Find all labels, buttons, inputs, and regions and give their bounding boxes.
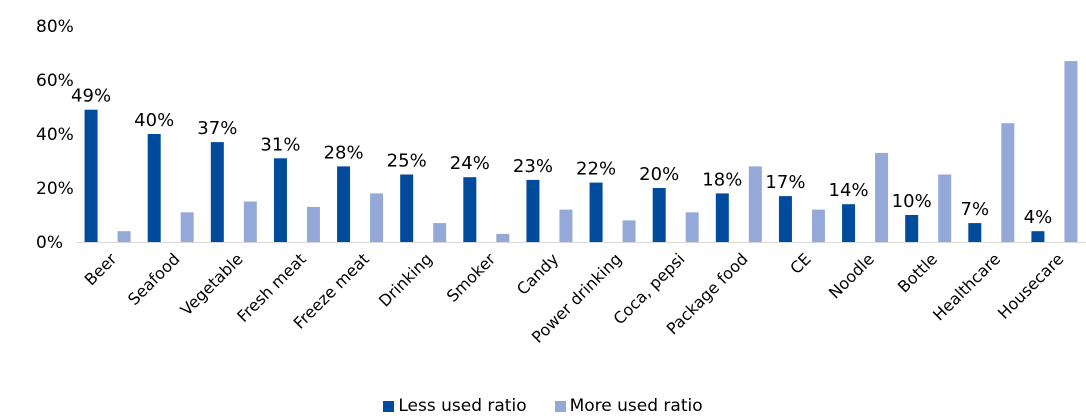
bar-more-used <box>938 174 952 242</box>
bar-more-used <box>180 212 194 242</box>
bar-more-used <box>1001 123 1015 242</box>
bar-more-used <box>685 212 699 242</box>
bar-less-used <box>147 134 161 242</box>
legend-swatch-more-used <box>554 400 566 412</box>
data-label: 22% <box>576 159 616 180</box>
data-label: 40% <box>134 110 174 131</box>
data-label: 28% <box>324 142 364 163</box>
legend-label-less-used: Less used ratio <box>398 396 527 416</box>
bar-less-used <box>842 204 856 242</box>
x-tick-label: Housecare <box>994 249 1067 322</box>
bar-less-used <box>778 196 792 242</box>
x-tick-label: Candy <box>513 249 562 298</box>
bar-less-used <box>1031 231 1045 242</box>
bar-less-used <box>273 158 287 242</box>
bar-less-used <box>337 166 351 242</box>
x-tick-label: CE <box>786 249 814 277</box>
data-labels: 49% 40% 37% 31% 28% 25% 24% 23% 22% 20% 18% 17% 14% 1… <box>71 86 1052 229</box>
bar-more-used <box>496 233 510 242</box>
bar-more-used <box>622 220 636 242</box>
bar-more-used <box>306 206 320 242</box>
data-label: 24% <box>450 153 490 174</box>
data-label: 10% <box>892 191 932 212</box>
legend-label-more-used: More used ratio <box>569 396 703 416</box>
bar-less-used <box>589 182 603 242</box>
x-tick-label: Bottle <box>894 249 941 296</box>
bar-more-used <box>811 209 825 242</box>
x-tick-label: Healthcare <box>929 249 1004 324</box>
legend: Less used ratio More used ratio <box>0 396 1086 416</box>
data-label: 20% <box>639 164 679 185</box>
x-tick-label: Drinking <box>375 249 436 310</box>
bar-less-used <box>968 223 982 242</box>
bar-less-used <box>210 142 224 242</box>
bar-more-used <box>370 193 384 242</box>
data-label: 37% <box>197 118 237 139</box>
data-label: 7% <box>961 199 990 220</box>
bar-less-used <box>84 109 98 242</box>
bar-more-used <box>243 201 257 242</box>
y-axis: 0% 20% 40% 60% 80% <box>36 17 1086 253</box>
bar-less-used <box>652 188 666 242</box>
bars <box>84 61 1078 242</box>
bar-more-used <box>117 231 131 242</box>
data-label: 18% <box>702 169 742 190</box>
data-label: 23% <box>513 156 553 177</box>
x-tick-label: Beer <box>81 249 121 289</box>
y-tick-label: 0% <box>36 233 63 253</box>
bar-less-used <box>463 177 477 242</box>
bar-less-used <box>905 215 919 242</box>
bar-more-used <box>748 166 762 242</box>
legend-swatch-less-used <box>383 400 395 412</box>
bar-less-used <box>526 179 540 242</box>
bar-more-used <box>433 223 447 242</box>
x-tick-label: Smoker <box>443 249 500 306</box>
legend-item-less-used: Less used ratio <box>383 396 527 416</box>
bar-chart: 0% 20% 40% 60% 80% 49% 40% 37% 31% 28% 25% 24% 23% 2… <box>36 17 1086 347</box>
data-label: 49% <box>71 86 111 107</box>
data-label: 4% <box>1024 207 1053 228</box>
x-tick-label: Seafood <box>124 249 184 309</box>
bar-more-used <box>559 209 573 242</box>
bar-less-used <box>400 174 414 242</box>
bar-less-used <box>715 193 729 242</box>
y-tick-label: 20% <box>36 179 74 199</box>
y-tick-label: 60% <box>36 71 74 91</box>
data-label: 14% <box>829 180 869 201</box>
data-label: 31% <box>260 134 300 155</box>
y-tick-label: 80% <box>36 17 74 37</box>
bar-more-used <box>1064 61 1078 242</box>
bar-more-used <box>875 152 889 242</box>
y-tick-label: 40% <box>36 125 74 145</box>
legend-item-more-used: More used ratio <box>554 396 703 416</box>
data-label: 17% <box>765 172 805 193</box>
data-label: 25% <box>387 151 427 172</box>
x-tick-label: Noodle <box>825 249 878 302</box>
